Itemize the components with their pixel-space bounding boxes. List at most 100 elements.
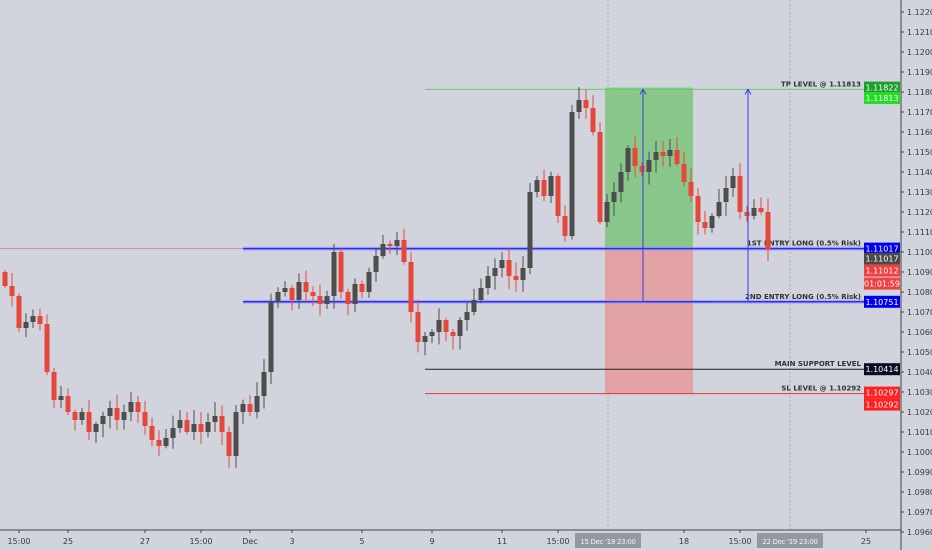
candle-down[interactable] (401, 240, 407, 262)
candle-up[interactable] (233, 412, 239, 456)
candle-down[interactable] (198, 424, 204, 432)
time-axis[interactable]: 15:00 25 27 15:00 Dec 3 5 9 11 15:00 18 15:00 25 15 D… (7, 530, 871, 548)
candle-down[interactable] (226, 432, 232, 456)
candle-up[interactable] (709, 216, 715, 228)
candle-up[interactable] (429, 332, 435, 336)
candle-down[interactable] (562, 216, 568, 236)
candle-up[interactable] (625, 148, 631, 172)
candle-up[interactable] (268, 302, 274, 372)
candle-up[interactable] (534, 180, 540, 192)
candle-down[interactable] (219, 416, 225, 432)
candle-down[interactable] (765, 212, 771, 250)
candle-up[interactable] (422, 336, 428, 342)
candle-down[interactable] (744, 212, 750, 216)
candle-up[interactable] (751, 208, 757, 216)
candle-up[interactable] (716, 202, 722, 216)
candle-down[interactable] (72, 412, 78, 420)
candle-up[interactable] (485, 276, 491, 288)
candle-down[interactable] (135, 402, 141, 412)
candle-up[interactable] (58, 396, 64, 400)
candle-up[interactable] (275, 292, 281, 302)
candle-down[interactable] (513, 276, 519, 280)
candle-down[interactable] (114, 408, 120, 420)
candle-up[interactable] (121, 412, 127, 420)
candle-up[interactable] (254, 396, 260, 412)
candle-down[interactable] (44, 324, 50, 372)
candle-up[interactable] (492, 268, 498, 276)
candle-up[interactable] (611, 192, 617, 202)
candle-down[interactable] (86, 412, 92, 432)
candle-down[interactable] (415, 312, 421, 342)
candle-down[interactable] (541, 180, 547, 196)
candle-up[interactable] (191, 424, 197, 432)
candle-up[interactable] (723, 188, 729, 202)
candle-up[interactable] (240, 404, 246, 412)
candle-down[interactable] (702, 222, 708, 228)
candle-down[interactable] (247, 404, 253, 412)
candle-down[interactable] (758, 208, 764, 212)
candle-up[interactable] (478, 288, 484, 300)
candle-up[interactable] (471, 300, 477, 312)
candle-up[interactable] (212, 416, 218, 422)
candle-up[interactable] (394, 240, 400, 246)
candle-up[interactable] (653, 152, 659, 160)
candle-up[interactable] (373, 256, 379, 272)
candle-up[interactable] (296, 282, 302, 300)
loss-zone[interactable] (605, 248, 693, 394)
candle-up[interactable] (527, 192, 533, 268)
candle-up[interactable] (261, 372, 267, 396)
candle-down[interactable] (184, 420, 190, 432)
candle-up[interactable] (324, 296, 330, 304)
candle-down[interactable] (674, 150, 680, 164)
candle-down[interactable] (737, 176, 743, 212)
candle-up[interactable] (464, 312, 470, 320)
candle-up[interactable] (170, 428, 176, 438)
candle-up[interactable] (23, 322, 29, 328)
candle-up[interactable] (667, 150, 673, 156)
candle-down[interactable] (16, 296, 22, 328)
candle-down[interactable] (590, 108, 596, 132)
candle-down[interactable] (51, 372, 57, 400)
candle-up[interactable] (730, 176, 736, 188)
candle-down[interactable] (156, 440, 162, 446)
candle-down[interactable] (359, 284, 365, 292)
candle-down[interactable] (9, 286, 15, 296)
candle-down[interactable] (408, 262, 414, 312)
candle-down[interactable] (387, 244, 393, 246)
candle-down[interactable] (37, 316, 43, 324)
candle-up[interactable] (79, 412, 85, 420)
candle-up[interactable] (618, 172, 624, 192)
candle-down[interactable] (660, 152, 666, 156)
candle-up[interactable] (520, 268, 526, 280)
candle-up[interactable] (331, 252, 337, 296)
candle-up[interactable] (499, 260, 505, 268)
candle-up[interactable] (282, 288, 288, 292)
price-axis[interactable]: 1.12200 1.12100 1.12000 1.11900 1.11800 1.117… (901, 8, 932, 537)
candle-up[interactable] (576, 100, 582, 112)
candle-down[interactable] (555, 176, 561, 216)
candle-down[interactable] (681, 164, 687, 182)
candle-down[interactable] (303, 282, 309, 292)
candle-down[interactable] (289, 288, 295, 300)
candle-down[interactable] (695, 196, 701, 222)
candle-down[interactable] (338, 252, 344, 292)
candle-down[interactable] (149, 426, 155, 440)
candle-down[interactable] (597, 132, 603, 222)
candle-up[interactable] (107, 408, 113, 416)
candle-up[interactable] (352, 284, 358, 304)
candle-down[interactable] (632, 148, 638, 166)
candle-down[interactable] (142, 412, 148, 426)
candle-up[interactable] (128, 402, 134, 412)
candle-down[interactable] (310, 292, 316, 296)
candle-up[interactable] (380, 244, 386, 256)
candle-down[interactable] (317, 296, 323, 304)
candle-up[interactable] (30, 316, 36, 322)
candle-down[interactable] (2, 272, 8, 286)
candle-down[interactable] (583, 100, 589, 108)
candle-up[interactable] (177, 420, 183, 428)
candle-down[interactable] (688, 182, 694, 196)
candle-down[interactable] (506, 260, 512, 276)
candle-up[interactable] (205, 422, 211, 432)
candle-up[interactable] (604, 202, 610, 222)
